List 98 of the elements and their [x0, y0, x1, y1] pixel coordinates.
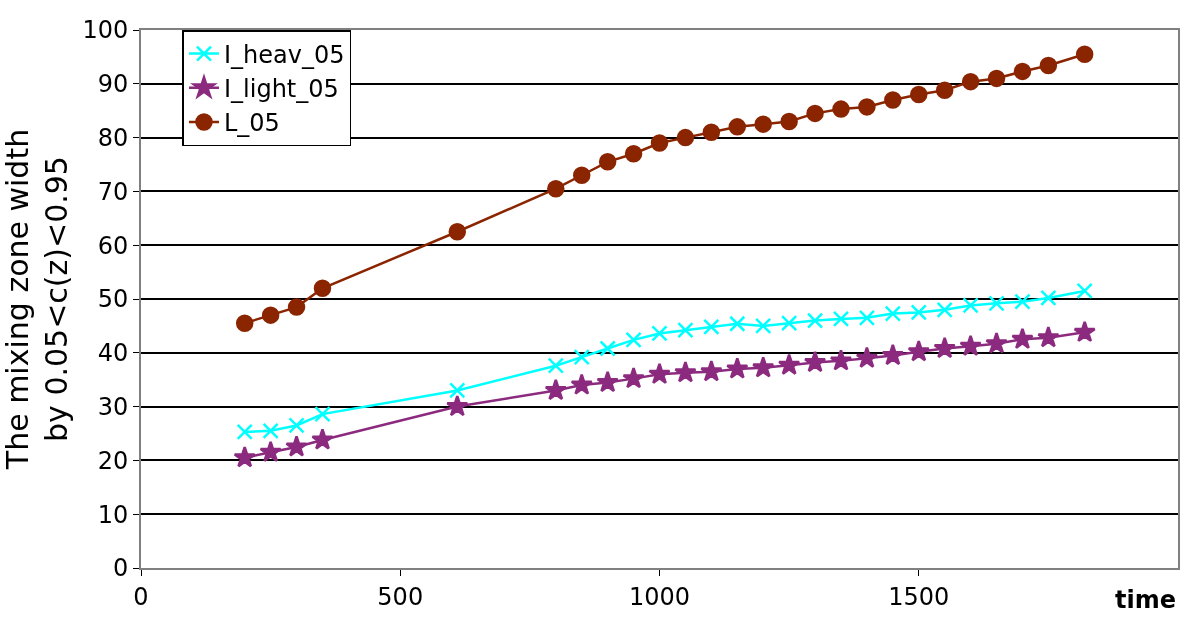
point	[987, 69, 1006, 88]
point	[570, 373, 593, 395]
point	[596, 370, 619, 393]
y-axis-title: The mixing zone width by 0.05<c(z)<0.95	[0, 128, 74, 471]
point	[729, 315, 746, 332]
point	[910, 304, 927, 321]
point	[261, 306, 280, 324]
x-axis-title: time	[1115, 586, 1176, 614]
point	[884, 305, 902, 322]
y-tick-label: 50	[97, 285, 129, 314]
y-tick-label: 70	[97, 177, 129, 206]
point	[728, 118, 747, 136]
y-tick-label: 80	[97, 124, 129, 152]
point	[1013, 62, 1032, 81]
point	[598, 153, 617, 171]
point	[959, 334, 982, 357]
point	[651, 325, 668, 342]
point	[547, 357, 565, 374]
y-tick-label: 90	[97, 70, 129, 99]
y-tick-label: 40	[97, 339, 129, 368]
point	[936, 301, 953, 319]
point	[1037, 325, 1060, 348]
point	[858, 309, 876, 327]
point	[988, 295, 1005, 312]
point	[1073, 320, 1096, 343]
point	[313, 279, 332, 297]
point	[700, 359, 723, 382]
point	[1075, 45, 1094, 63]
point	[884, 91, 902, 109]
point	[572, 166, 591, 184]
point	[910, 85, 928, 104]
point	[233, 445, 256, 468]
point	[754, 115, 772, 133]
point	[751, 356, 775, 378]
point	[236, 423, 253, 441]
point	[1076, 282, 1093, 300]
point	[648, 362, 671, 385]
y-tick-label: 0	[112, 554, 129, 583]
y-tick-label: 20	[97, 446, 129, 475]
point	[573, 348, 590, 366]
point	[1011, 327, 1034, 350]
point	[858, 98, 876, 116]
point	[622, 366, 645, 389]
point	[624, 144, 643, 163]
point	[262, 422, 279, 440]
point	[259, 440, 282, 463]
point	[855, 346, 879, 368]
point	[449, 382, 466, 399]
point	[726, 357, 749, 379]
y-tick-label: 60	[97, 231, 129, 260]
point	[547, 179, 565, 198]
point	[881, 343, 905, 366]
point	[803, 350, 827, 373]
point	[961, 72, 980, 91]
x-tick-label: 500	[377, 582, 424, 611]
point	[1039, 56, 1058, 75]
legend-label: I_light_05	[223, 75, 339, 104]
point	[677, 321, 694, 339]
point	[907, 339, 930, 362]
point	[806, 312, 824, 329]
point	[650, 134, 669, 152]
x-tick-label: 0	[133, 582, 149, 611]
legend-label: I_heav_05	[223, 40, 345, 69]
y-tick-label: 30	[97, 393, 129, 421]
point	[311, 428, 334, 450]
x-tick-label: 1500	[888, 582, 950, 611]
point	[288, 417, 305, 434]
point	[754, 317, 772, 335]
point	[235, 314, 254, 332]
point	[544, 378, 568, 401]
point	[962, 297, 979, 314]
point	[1014, 293, 1031, 310]
point	[314, 405, 331, 423]
point	[599, 340, 616, 357]
point	[446, 394, 469, 417]
point	[625, 331, 642, 349]
point	[777, 353, 801, 375]
point	[985, 331, 1008, 354]
point	[829, 349, 853, 371]
point	[832, 100, 850, 118]
point	[933, 336, 956, 359]
x-tick-label: 1000	[628, 582, 691, 611]
point	[702, 123, 721, 141]
point	[287, 298, 306, 316]
point	[448, 223, 467, 241]
point	[780, 112, 798, 131]
point	[935, 81, 954, 99]
point	[674, 360, 697, 383]
point	[780, 314, 798, 332]
y-tick-label: 100	[82, 16, 129, 45]
point	[703, 318, 720, 336]
point	[832, 310, 850, 328]
point	[806, 104, 824, 123]
legend-label: L_05	[223, 109, 280, 138]
point	[676, 128, 695, 147]
y-tick-label: 10	[97, 500, 129, 529]
point	[285, 435, 308, 457]
point	[1040, 289, 1057, 307]
